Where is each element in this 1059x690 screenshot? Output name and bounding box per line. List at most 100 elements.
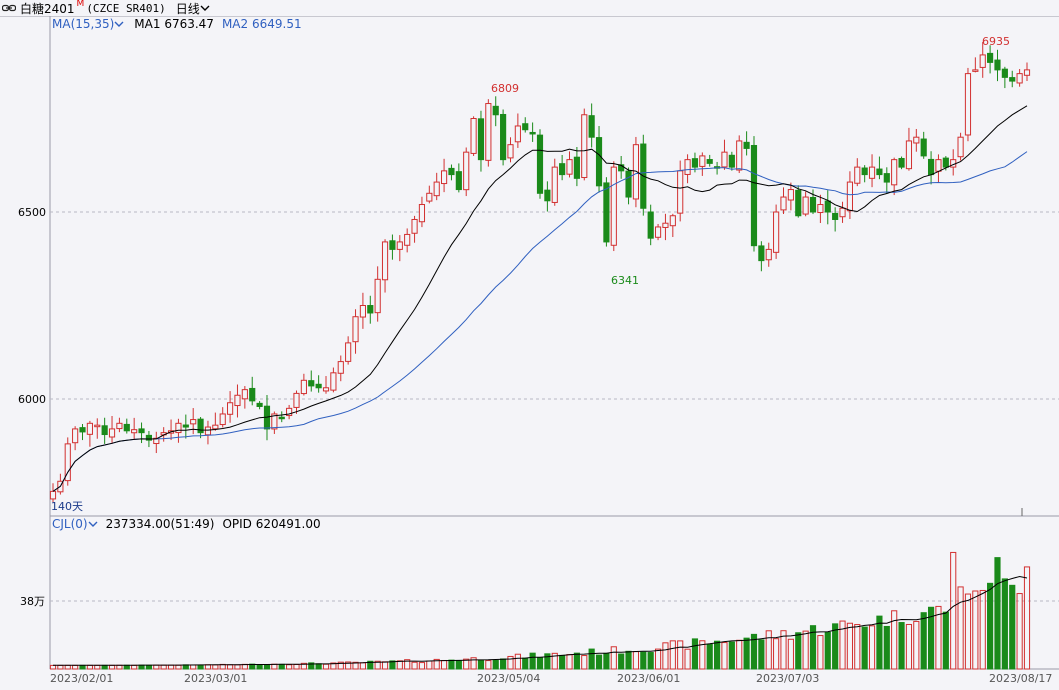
candle	[293, 390, 300, 414]
volume-bar	[566, 654, 573, 670]
link-icon[interactable]	[2, 4, 16, 12]
candle	[256, 401, 263, 410]
candle	[123, 418, 130, 434]
volume-bar	[418, 662, 426, 670]
candle	[190, 408, 197, 435]
candle	[108, 415, 116, 444]
candle	[647, 204, 654, 246]
candle	[964, 67, 972, 142]
volume-bar	[514, 653, 521, 670]
volume-bar	[728, 641, 735, 670]
candle	[994, 49, 1001, 82]
volume-bar	[972, 590, 979, 670]
candle	[905, 127, 913, 171]
volume-bar	[559, 654, 566, 670]
volume-bar	[49, 664, 57, 670]
volume-bar	[595, 654, 603, 670]
candle	[950, 149, 957, 176]
volume-bar	[581, 655, 588, 670]
candle	[987, 45, 994, 74]
volume-bar	[876, 615, 883, 670]
candle	[514, 113, 521, 148]
volume-bar	[618, 653, 625, 670]
volume-bar	[839, 620, 846, 670]
candle	[426, 185, 433, 204]
volume-average-line	[53, 575, 1028, 666]
candle	[463, 147, 470, 197]
candle	[529, 122, 536, 142]
volume-bar	[86, 664, 93, 670]
chart-frame	[49, 16, 1059, 670]
candle	[477, 110, 485, 172]
candle	[315, 375, 322, 393]
candle	[404, 228, 411, 253]
volume-bar	[994, 557, 1001, 670]
volume-bar	[72, 664, 79, 670]
volume-bar	[167, 664, 175, 670]
candle	[116, 417, 123, 433]
candle	[500, 109, 507, 166]
volume-bar	[699, 640, 706, 670]
volume-bar	[116, 664, 123, 670]
candle	[278, 411, 285, 423]
ma-indicator-label: MA(15,35)	[52, 17, 115, 31]
ma-indicator-selector[interactable]: MA(15,35)	[52, 17, 124, 31]
volume-bar	[160, 664, 167, 670]
candle	[359, 292, 366, 329]
volume-bar	[108, 664, 116, 670]
candle	[935, 154, 942, 184]
volume-bar	[625, 650, 632, 670]
volume-bars	[49, 551, 1031, 670]
volume-bar	[809, 625, 817, 670]
volume-bar	[780, 630, 787, 670]
volume-indicator-selector[interactable]: CJL(0)	[52, 517, 98, 531]
ma1-readout: MA1 6763.47	[134, 17, 214, 31]
candle	[595, 126, 603, 193]
volume-bar	[337, 661, 344, 670]
candle	[1016, 69, 1023, 87]
candle	[337, 355, 344, 382]
symbol-title-bar: 白糖2401 M (CZCE SR401) 日线	[0, 0, 1059, 17]
candle	[544, 181, 551, 212]
volume-bar	[920, 612, 927, 670]
candle	[167, 419, 175, 441]
volume-bar	[588, 648, 595, 670]
candle	[204, 420, 212, 445]
candle	[979, 42, 986, 78]
volume-bar	[824, 631, 831, 670]
candle	[706, 154, 713, 167]
candle	[86, 420, 93, 447]
candle	[94, 418, 101, 439]
candle	[677, 160, 684, 222]
x-tick-label: 2023/03/01	[184, 672, 247, 685]
volume-bar	[610, 646, 617, 670]
period-selector[interactable]: 日线	[176, 0, 210, 17]
candle	[212, 412, 219, 431]
volume-bar	[913, 620, 920, 670]
candle	[101, 417, 108, 444]
candle	[721, 139, 728, 170]
candle	[898, 156, 905, 170]
candle	[352, 309, 359, 354]
volume-readout: 237334.00(51:49)	[105, 517, 215, 531]
volume-bar	[854, 624, 861, 670]
volume-bar	[891, 610, 898, 670]
volume-bar	[485, 660, 492, 670]
volume-bar	[846, 622, 853, 670]
candle	[536, 129, 544, 199]
candle	[219, 407, 226, 428]
volume-bar	[492, 659, 499, 670]
volume-bar	[714, 640, 721, 670]
volume-bar	[750, 633, 758, 670]
candle	[957, 132, 964, 161]
volume-bar	[64, 664, 71, 670]
candle	[197, 417, 204, 439]
volume-bar	[795, 632, 802, 670]
ma-info-bar: MA(15,35) MA1 6763.47 MA2 6649.51	[52, 17, 302, 31]
volume-bar	[640, 651, 647, 670]
volume-bar	[470, 657, 477, 670]
candle	[802, 191, 809, 217]
volume-bar	[773, 638, 780, 670]
volume-bar	[359, 662, 366, 670]
